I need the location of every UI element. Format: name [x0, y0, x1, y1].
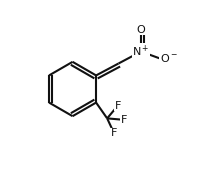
Text: F: F: [111, 129, 117, 138]
Text: F: F: [115, 101, 121, 111]
Text: F: F: [121, 115, 127, 125]
Text: N$^+$: N$^+$: [132, 44, 150, 59]
Text: O: O: [137, 25, 145, 35]
Text: O$^-$: O$^-$: [160, 53, 178, 64]
